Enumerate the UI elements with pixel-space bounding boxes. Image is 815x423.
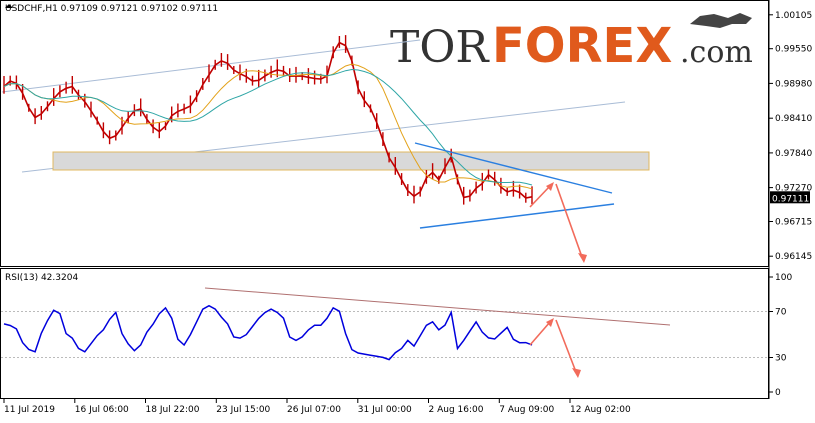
y-tick-label: 0.99550 (775, 45, 812, 55)
rsi-y-tick-label: 0 (775, 388, 781, 398)
triangle-lower-line (419, 203, 615, 229)
y-tick-label: 0.98980 (775, 79, 812, 89)
forecast-down-arrow (555, 183, 583, 258)
logo-text-forex: FOREX (492, 18, 672, 74)
current-price-label-bg (770, 191, 810, 204)
rsi-y-tick-label: 70 (775, 308, 787, 318)
symbol-header: USDCHF,H1 0.97109 0.97121 0.97102 0.9711… (5, 4, 218, 14)
axes: 0.97111 1.00105 0.99550 0.98980 0.98410 0.978… (3, 11, 812, 415)
rsi-forecast-up-arrowhead (546, 318, 554, 327)
x-tick-label: 23 Jul 15:00 (216, 405, 270, 415)
bull-icon (690, 13, 752, 28)
rsi-forecast-down-arrow (555, 319, 577, 373)
rsi-forecast-up-arrow (529, 321, 551, 346)
collapse-arrow-icon[interactable] (5, 4, 13, 8)
forecast-up-arrowhead (546, 182, 554, 191)
x-tick-label: 11 Jul 2019 (4, 405, 55, 415)
y-tick-label: 1.00105 (775, 11, 812, 21)
x-tick-label: 12 Aug 02:00 (570, 405, 631, 415)
rsi-plot-frame (0, 268, 769, 399)
x-tick-label: 26 Jul 07:00 (287, 405, 341, 415)
x-tick-label: 2 Aug 16:00 (429, 405, 484, 415)
y-tick-label: 0.97270 (775, 184, 812, 194)
logo: TOR FOREX .com (390, 13, 753, 74)
y-tick-label: 0.97840 (775, 149, 812, 159)
resistance-zone (52, 151, 650, 171)
price-line (3, 41, 533, 199)
rsi-header: RSI(13) 42.3204 (5, 273, 78, 283)
rsi-y-tick-label: 30 (775, 354, 787, 364)
current-price-label: 0.97111 (772, 194, 809, 204)
x-tick-label: 18 Jul 22:00 (146, 405, 200, 415)
ma-slow-line (3, 68, 533, 186)
rsi-y-tick-label: 100 (775, 273, 792, 283)
x-tick-label: 31 Jul 00:00 (358, 405, 412, 415)
rsi-trendline (204, 287, 671, 326)
forecast-down-arrowhead (578, 253, 587, 263)
rsi-forecast-down-arrowhead (572, 368, 581, 378)
rsi-plot (1, 287, 768, 378)
y-tick-label: 0.96145 (775, 252, 812, 262)
x-tick-label: 16 Jul 06:00 (75, 405, 129, 415)
logo-text-tor: TOR (390, 22, 490, 73)
x-tick-label: 7 Aug 09:00 (499, 405, 554, 415)
main-plot (1, 35, 650, 263)
y-tick-label: 0.98410 (775, 114, 812, 124)
rsi-line (3, 304, 533, 361)
y-tick-label: 0.96715 (775, 218, 812, 228)
triangle-upper-line (414, 142, 613, 194)
logo-text-com: .com (680, 35, 753, 70)
forecast-up-arrow (529, 185, 551, 208)
